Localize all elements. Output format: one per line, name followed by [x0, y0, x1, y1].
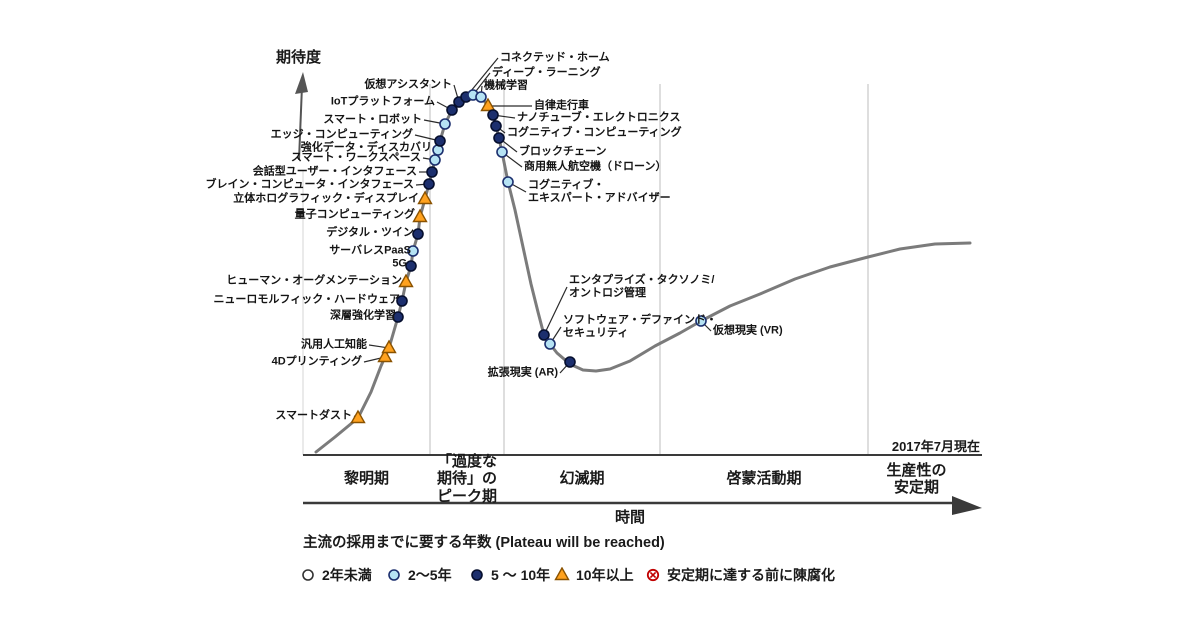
x-axis-arrow [952, 496, 982, 515]
tech-label-deep-reinforcement-learning: 深層強化学習 [330, 309, 396, 322]
tech-label-smart-workspace: スマート・ワークスペース [290, 151, 421, 164]
y-axis-arrow-shaft [298, 85, 303, 161]
phase-cell-3: 幻滅期 [504, 455, 660, 503]
tech-marker-augmented-reality [564, 356, 576, 368]
tech-label-virtual-assistant: 仮想アシスタント [364, 78, 452, 91]
tech-marker-autonomous-vehicles [480, 97, 496, 112]
tech-label-4d-printing: 4Dプリンティング [271, 355, 362, 368]
tech-marker-artificial-general-intelligence [381, 339, 397, 354]
tech-marker-edge-computing [434, 135, 446, 147]
phase-label-1: 黎明期 [343, 470, 389, 488]
x-axis-label: 時間 [614, 509, 645, 526]
tech-marker-volumetric-holographic-display [417, 190, 433, 205]
tech-label-commercial-uav-drones: 商用無人航空機（ドローン） [524, 160, 667, 173]
tech-marker-digital-twin [412, 228, 424, 240]
phase-label-3: 幻滅期 [559, 470, 605, 488]
tech-marker-5g [405, 260, 417, 272]
phase-label-5: 生産性の 安定期 [886, 461, 947, 496]
tech-label-5g: 5G [392, 257, 407, 270]
tech-label-cognitive-computing: コグニティブ・コンピューティング [507, 126, 682, 139]
tech-marker-quantum-computing [412, 208, 428, 223]
tech-marker-enterprise-taxonomy-ontology [538, 329, 550, 341]
tech-label-machine-learning: 機械学習 [484, 79, 528, 92]
tech-marker-virtual-reality [695, 315, 707, 327]
tech-label-connected-home: コネクテッド・ホーム [500, 51, 610, 64]
y-axis-label: 期待度 [276, 49, 322, 66]
tech-marker-nanotube-electronics [487, 109, 499, 121]
tech-marker-serverless-paas [407, 245, 419, 257]
as-of-date: 2017年7月現在 [891, 439, 980, 454]
tech-label-smart-dust: スマートダスト [275, 409, 352, 422]
leader-enterprise-taxonomy-ontology [543, 286, 568, 336]
tech-label-digital-twin: デジタル・ツイン [326, 226, 414, 239]
tech-label-human-augmentation: ヒューマン・オーグメンテーション [226, 274, 402, 287]
tech-marker-blockchain [493, 132, 505, 144]
tech-marker-cognitive-computing [490, 120, 502, 132]
tech-label-augmented-reality: 拡張現実 (AR) [487, 366, 558, 379]
y-axis-arrow [295, 72, 308, 94]
tech-label-nanotube-electronics: ナノチューブ・エレクトロニクス [517, 111, 681, 124]
tech-label-edge-computing: エッジ・コンピューティング [270, 128, 413, 141]
tech-label-autonomous-vehicles: 自律走行車 [534, 99, 589, 112]
tech-label-cognitive-expert-advisors: コグニティブ・ エキスパート・アドバイザー [528, 178, 671, 204]
tech-marker-brain-computer-interface [423, 178, 435, 190]
tech-marker-commercial-uav-drones [496, 146, 508, 158]
tech-label-software-defined-security: ソフトウェア・デファインド・ セキュリティ [563, 313, 717, 339]
tech-label-augmented-data-discovery: 強化データ・ディスカバリ [300, 141, 432, 154]
tech-label-volumetric-holographic-display: 立体ホログラフィック・ディスプレイ [233, 192, 419, 205]
tech-marker-cognitive-expert-advisors [502, 176, 514, 188]
tech-label-iot-platform: IoTプラットフォーム [330, 95, 435, 108]
tech-marker-neuromorphic-hardware [396, 295, 408, 307]
tech-marker-machine-learning [475, 91, 487, 103]
phase-label-4: 啓蒙活動期 [726, 470, 802, 488]
phase-cell-2: 「過度な期待」の ピーク期 [430, 453, 504, 505]
tech-label-neuromorphic-hardware: ニューロモルフィック・ハードウェア [213, 293, 400, 306]
tech-marker-smart-robots [439, 118, 451, 130]
tech-label-virtual-reality: 仮想現実 (VR) [713, 324, 783, 337]
tech-label-blockchain: ブロックチェーン [519, 145, 607, 158]
phase-cell-4: 啓蒙活動期 [660, 455, 868, 503]
tech-marker-smart-workspace [429, 154, 441, 166]
phase-label-2: 「過度な期待」の ピーク期 [436, 453, 497, 505]
tech-label-artificial-general-intelligence: 汎用人工知能 [301, 338, 367, 351]
tech-label-deep-learning: ディープ・ラーニング [492, 66, 601, 79]
phase-cell-1: 黎明期 [303, 455, 430, 503]
tech-marker-smart-dust [350, 409, 366, 424]
tech-marker-software-defined-security [544, 338, 556, 350]
tech-label-quantum-computing: 量子コンピューティング [294, 208, 415, 221]
tech-label-conversational-user-interface: 会話型ユーザー・インタフェース [252, 165, 417, 178]
tech-marker-human-augmentation [398, 273, 414, 288]
tech-marker-deep-reinforcement-learning [392, 311, 404, 323]
phase-cell-5: 生産性の 安定期 [868, 455, 965, 503]
tech-label-serverless-paas: サーバレスPaaS [329, 244, 411, 257]
tech-marker-conversational-user-interface [426, 166, 438, 178]
tech-marker-4d-printing [377, 348, 393, 363]
tech-label-enterprise-taxonomy-ontology: エンタプライズ・タクソノミ/ オントロジ管理 [569, 273, 715, 299]
tech-label-brain-computer-interface: ブレイン・コンピュータ・インタフェース [205, 178, 414, 191]
tech-label-smart-robots: スマート・ロボット [323, 113, 422, 126]
tech-marker-iot-platform [446, 104, 458, 116]
